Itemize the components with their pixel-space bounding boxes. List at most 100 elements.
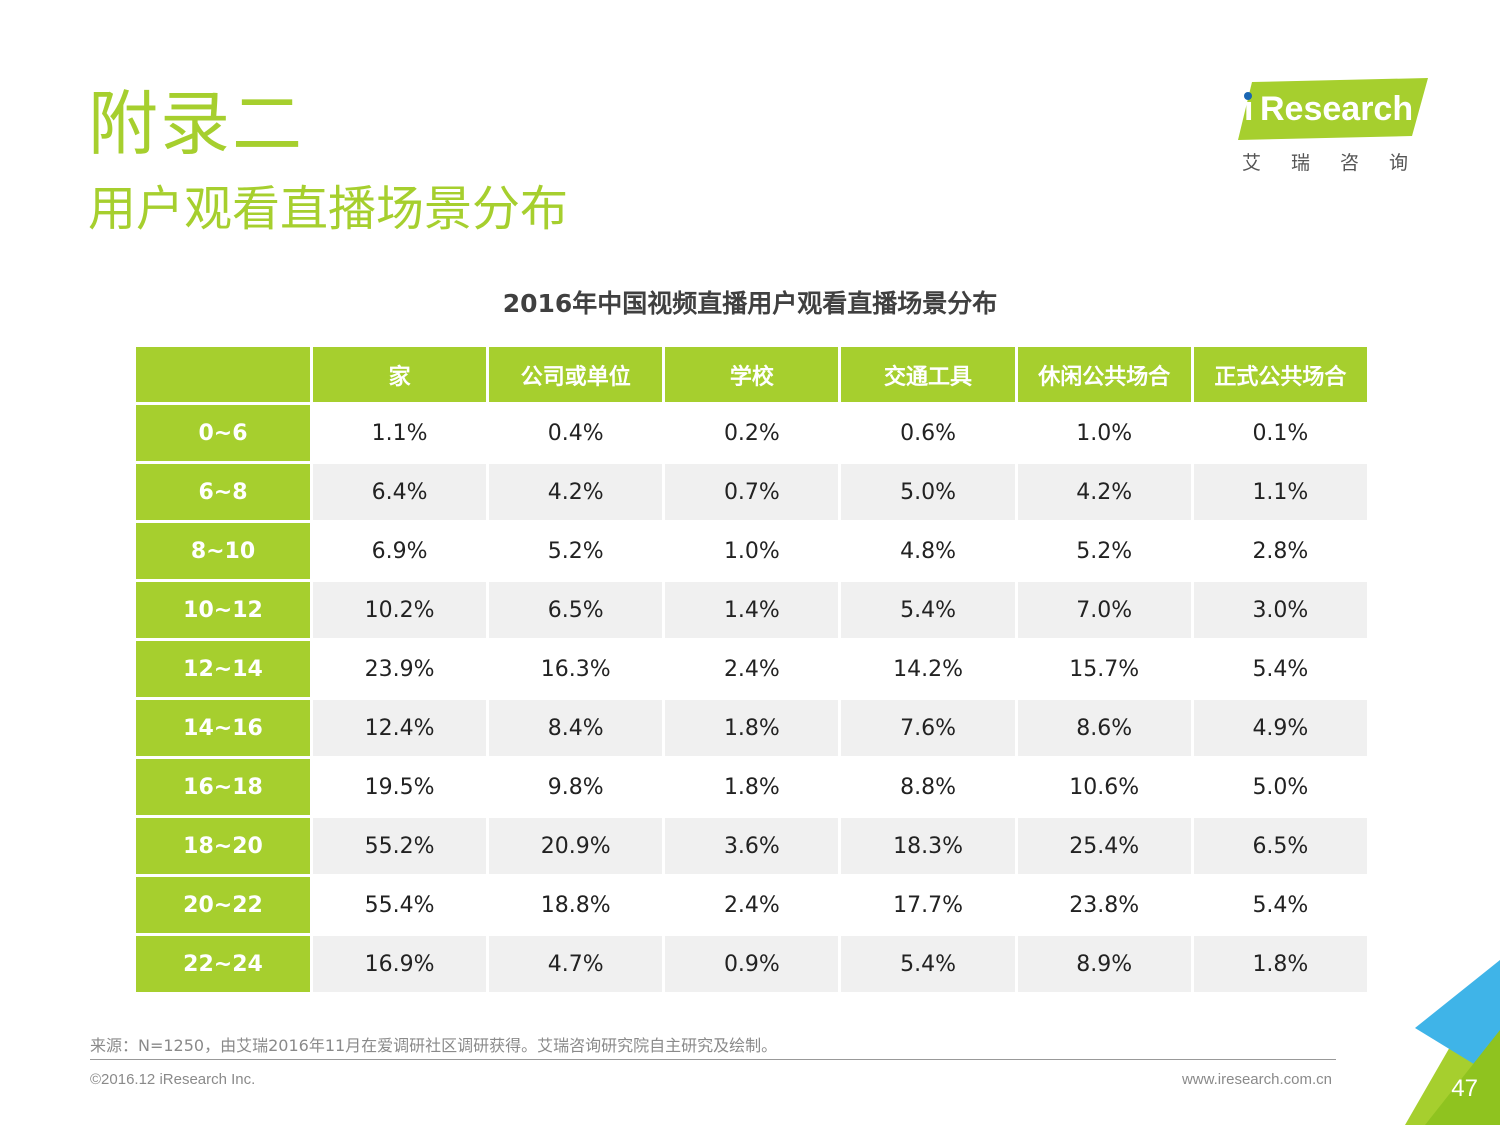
table-row: 12~14 23.9% 16.3% 2.4% 14.2% 15.7% 5.4% [136,641,1367,697]
row-label: 16~18 [136,759,310,815]
table-row: 16~18 19.5% 9.8% 1.8% 8.8% 10.6% 5.0% [136,759,1367,815]
table-cell: 10.2% [313,582,487,638]
row-label: 20~22 [136,877,310,933]
table-cell: 6.5% [1193,818,1367,874]
table-row: 10~12 10.2% 6.5% 1.4% 5.4% 7.0% 3.0% [136,582,1367,638]
table-header-row: 家 公司或单位 学校 交通工具 休闲公共场合 正式公共场合 [136,347,1367,402]
table-cell: 1.0% [665,523,839,579]
footer-divider [90,1059,1336,1060]
website-link[interactable]: www.iresearch.com.cn [1181,1071,1332,1088]
table-cell: 5.4% [841,936,1015,992]
header-cell: 休闲公共场合 [1017,347,1191,402]
table-cell: 19.5% [313,759,487,815]
table-cell: 55.4% [313,877,487,933]
table-cell: 2.4% [665,641,839,697]
table-cell: 17.7% [841,877,1015,933]
table-cell: 0.2% [665,405,839,461]
table-cell: 8.6% [1017,700,1191,756]
table-cell: 8.8% [841,759,1015,815]
table-cell: 23.9% [313,641,487,697]
source-note: 来源：N=1250，由艾瑞2016年11月在爱调研社区调研获得。艾瑞咨询研究院自… [90,1036,778,1055]
table-cell: 1.8% [1193,936,1367,992]
table-cell: 15.7% [1017,641,1191,697]
table-cell: 20.9% [489,818,663,874]
table-cell: 1.1% [1193,464,1367,520]
table-cell: 0.9% [665,936,839,992]
table-cell: 18.3% [841,818,1015,874]
table-cell: 8.4% [489,700,663,756]
iresearch-logo: i Research 艾瑞咨询 [1238,78,1439,174]
header-cell: 正式公共场合 [1193,347,1367,402]
table-row: 6~8 6.4% 4.2% 0.7% 5.0% 4.2% 1.1% [136,464,1367,520]
table-cell: 0.4% [489,405,663,461]
table-cell: 5.0% [841,464,1015,520]
copyright: ©2016.12 iResearch Inc. [90,1071,256,1088]
table-cell: 1.0% [1017,405,1191,461]
table-cell: 8.9% [1017,936,1191,992]
table-cell: 1.1% [313,405,487,461]
table-cell: 55.2% [313,818,487,874]
table-cell: 23.8% [1017,877,1191,933]
table-cell: 1.4% [665,582,839,638]
row-label: 12~14 [136,641,310,697]
table-cell: 0.7% [665,464,839,520]
header-cell: 学校 [665,347,839,402]
table-cell: 16.9% [313,936,487,992]
logo-brand-cn: 艾瑞咨询 [1242,152,1439,174]
table-cell: 5.0% [1193,759,1367,815]
table-cell: 4.8% [841,523,1015,579]
table-cell: 18.8% [489,877,663,933]
header-cell [136,347,310,402]
table-cell: 6.4% [313,464,487,520]
logo-banner-shape [1238,78,1428,140]
row-label: 18~20 [136,818,310,874]
table-cell: 2.4% [665,877,839,933]
table-cell: 9.8% [489,759,663,815]
logo-brand-text: Research [1260,90,1414,128]
page-number: 47 [1451,1075,1478,1102]
table-cell: 10.6% [1017,759,1191,815]
table-cell: 4.2% [1017,464,1191,520]
table-row: 22~24 16.9% 4.7% 0.9% 5.4% 8.9% 1.8% [136,936,1367,992]
section-title: 附录二 [88,83,304,165]
table-cell: 7.6% [841,700,1015,756]
table-cell: 2.8% [1193,523,1367,579]
row-label: 10~12 [136,582,310,638]
table-cell: 1.8% [665,759,839,815]
table-cell: 4.9% [1193,700,1367,756]
row-label: 8~10 [136,523,310,579]
table-row: 8~10 6.9% 5.2% 1.0% 4.8% 5.2% 2.8% [136,523,1367,579]
table-cell: 5.4% [1193,641,1367,697]
table-cell: 12.4% [313,700,487,756]
table-cell: 5.4% [1193,877,1367,933]
row-label: 6~8 [136,464,310,520]
table-cell: 4.2% [489,464,663,520]
table-cell: 14.2% [841,641,1015,697]
header-cell: 公司或单位 [489,347,663,402]
table-cell: 3.6% [665,818,839,874]
corner-decoration [1405,960,1500,1125]
logo-dot-icon [1244,92,1252,100]
table-cell: 0.1% [1193,405,1367,461]
table-cell: 3.0% [1193,582,1367,638]
table-cell: 5.2% [489,523,663,579]
table-cell: 1.8% [665,700,839,756]
table-row: 14~16 12.4% 8.4% 1.8% 7.6% 8.6% 4.9% [136,700,1367,756]
scene-distribution-table: 家 公司或单位 学校 交通工具 休闲公共场合 正式公共场合 0~6 1.1% 0.4… [133,344,1370,995]
table-cell: 5.4% [841,582,1015,638]
table-cell: 16.3% [489,641,663,697]
row-label: 14~16 [136,700,310,756]
row-label: 22~24 [136,936,310,992]
table-cell: 6.9% [313,523,487,579]
section-subtitle: 用户观看直播场景分布 [88,181,569,237]
table-row: 20~22 55.4% 18.8% 2.4% 17.7% 23.8% 5.4% [136,877,1367,933]
row-label: 0~6 [136,405,310,461]
table-cell: 25.4% [1017,818,1191,874]
table-cell: 4.7% [489,936,663,992]
table-row: 18~20 55.2% 20.9% 3.6% 18.3% 25.4% 6.5% [136,818,1367,874]
table-cell: 0.6% [841,405,1015,461]
logo-brand-prefix: i [1244,90,1254,128]
table-row: 0~6 1.1% 0.4% 0.2% 0.6% 1.0% 0.1% [136,405,1367,461]
table-cell: 6.5% [489,582,663,638]
table-cell: 7.0% [1017,582,1191,638]
